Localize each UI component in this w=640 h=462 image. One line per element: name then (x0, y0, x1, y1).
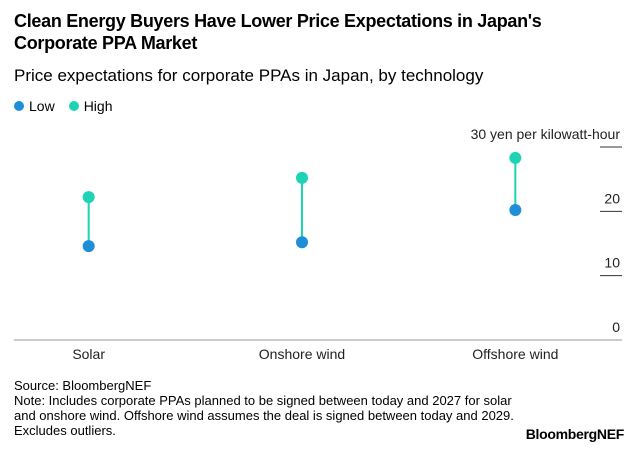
point (82, 191, 95, 204)
chart-title: Clean Energy Buyers Have Lower Price Exp… (14, 11, 542, 53)
legend: Low High (14, 98, 112, 114)
legend-label: Low (29, 98, 55, 114)
x-tick-label: Offshore wind (472, 346, 558, 362)
brand: BloombergNEF (525, 426, 625, 442)
y-tick-label: 10 (604, 255, 620, 271)
point (509, 204, 522, 217)
legend-label: High (83, 98, 113, 114)
point (509, 151, 522, 164)
legend-item: Low (14, 98, 55, 114)
y-tick-label: 0 (612, 319, 620, 335)
point (82, 240, 95, 253)
point (296, 171, 308, 184)
y-tick-label: 20 (604, 190, 620, 206)
chart-subtitle: Price expectations for corporate PPAs in… (14, 66, 484, 85)
x-tick-label: Solar (72, 346, 105, 362)
legend-swatch (68, 101, 79, 111)
point (296, 236, 308, 249)
note: Note: Includes corporate PPAs planned to… (14, 393, 514, 438)
y-tick-label: 30 yen per kilowatt-hour (471, 126, 621, 142)
legend-item: High (68, 98, 113, 114)
source: Source: BloombergNEF (14, 378, 152, 393)
x-tick-label: Onshore wind (259, 346, 345, 362)
legend-swatch (14, 101, 24, 111)
footnotes: Source: BloombergNEF Note: Includes corp… (14, 378, 514, 438)
